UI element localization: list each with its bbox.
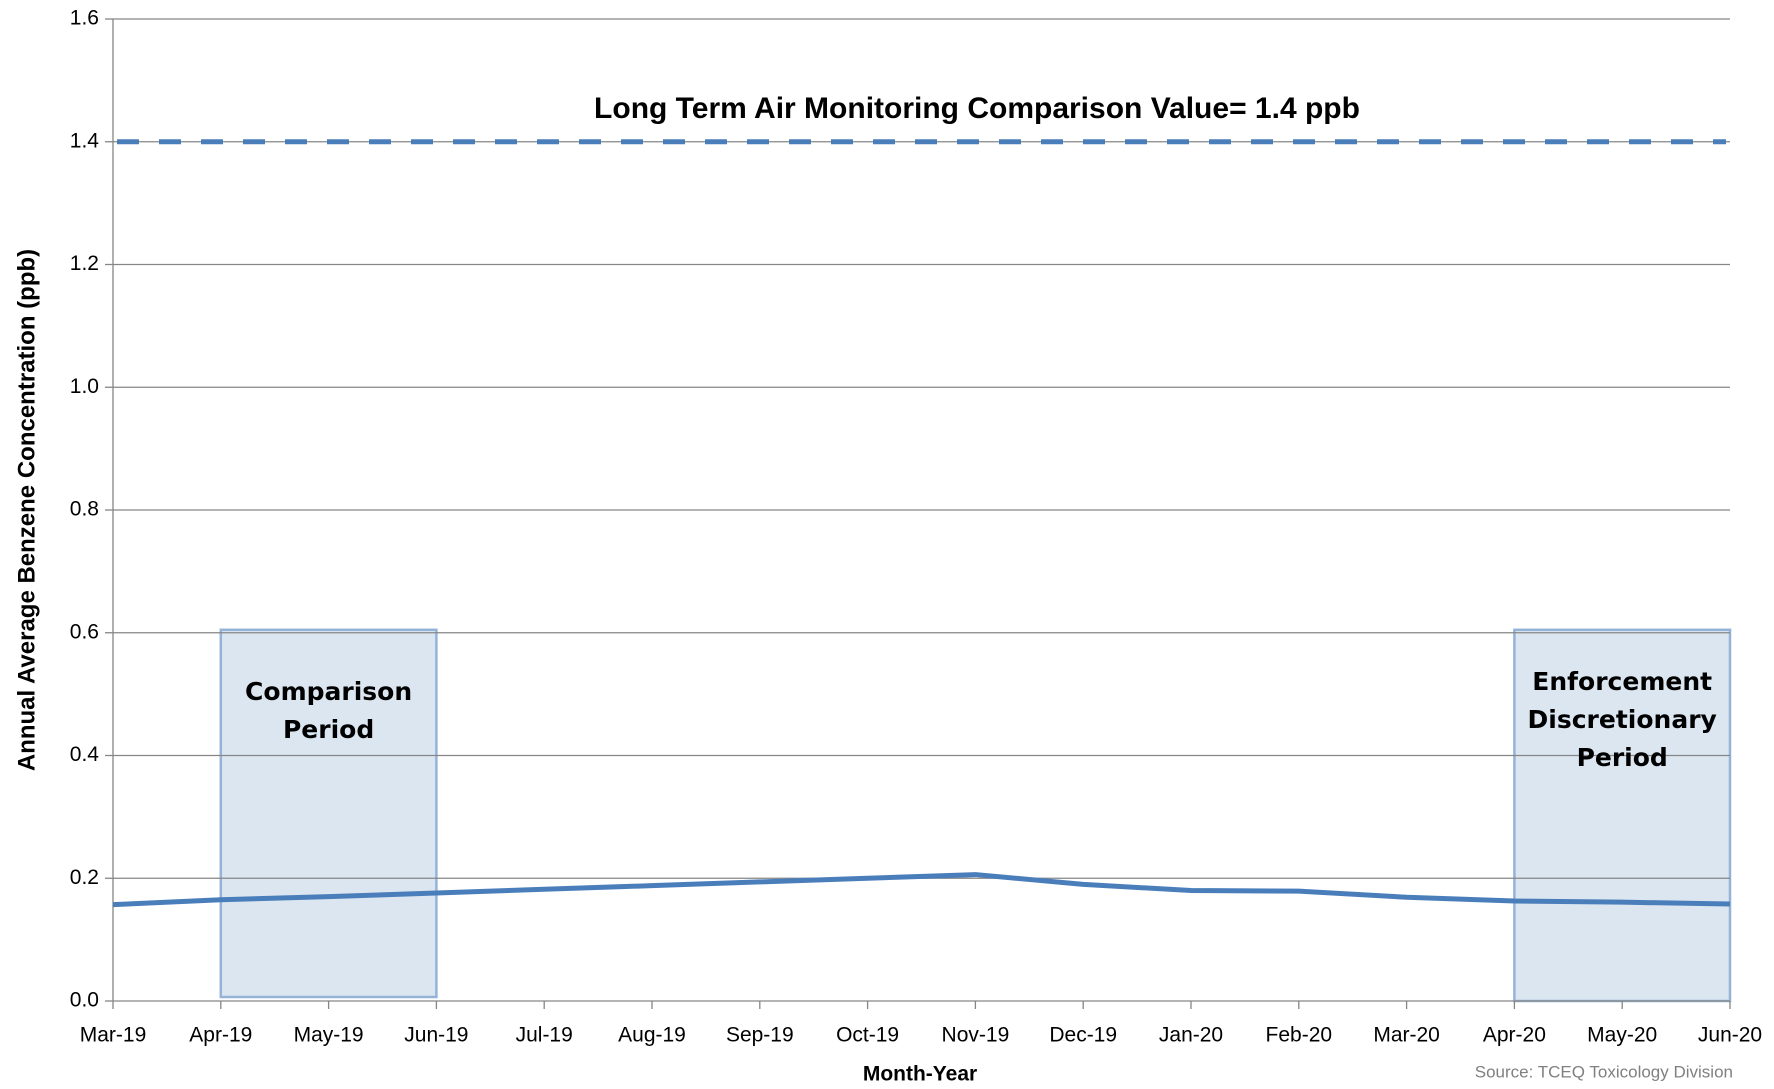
x-tick-label: Jul-19: [516, 1024, 573, 1047]
region-label: Enforcement Discretionary Period: [1527, 666, 1717, 772]
y-tick-label: 0.6: [70, 620, 99, 643]
y-tick-label: 0.0: [70, 989, 99, 1012]
x-tick-label: May-20: [1587, 1024, 1657, 1047]
y-tick-label: 0.8: [70, 498, 99, 521]
x-tick-label: Aug-19: [618, 1024, 686, 1047]
y-tick-label: 1.4: [70, 129, 100, 152]
source-note: Source: TCEQ Toxicology Division: [1475, 1062, 1733, 1081]
x-axis-title: Month-Year: [863, 1063, 977, 1086]
x-tick-label: May-19: [294, 1024, 364, 1047]
x-tick-label: Mar-20: [1373, 1024, 1440, 1047]
y-tick-label: 1.0: [70, 375, 99, 398]
x-tick-label: Oct-19: [836, 1024, 899, 1047]
x-tick-label: Jan-20: [1159, 1024, 1223, 1047]
x-tick-label: Nov-19: [942, 1024, 1010, 1047]
y-axis-title: Annual Average Benzene Concentration (pp…: [13, 249, 40, 771]
x-tick-label: Apr-20: [1483, 1024, 1546, 1047]
x-tick-label: Dec-19: [1049, 1024, 1117, 1047]
x-tick-label: Jun-20: [1698, 1024, 1762, 1047]
x-tick-label: Apr-19: [189, 1024, 252, 1047]
y-tick-label: 0.4: [70, 743, 100, 766]
x-tick-label: Mar-19: [80, 1024, 147, 1047]
shaded-region: [219, 628, 438, 999]
x-tick-label: Feb-20: [1266, 1024, 1333, 1047]
y-tick-label: 0.2: [70, 866, 99, 889]
data-line: [112, 872, 1731, 908]
shaded-region: [1513, 628, 1732, 1003]
reference-label: Long Term Air Monitoring Comparison Valu…: [594, 92, 1360, 125]
y-tick-label: 1.6: [70, 7, 99, 30]
x-tick-label: Jun-19: [404, 1024, 468, 1047]
region-label: Comparison Period: [245, 676, 413, 744]
y-tick-label: 1.2: [70, 252, 99, 275]
x-tick-label: Sep-19: [726, 1024, 794, 1047]
